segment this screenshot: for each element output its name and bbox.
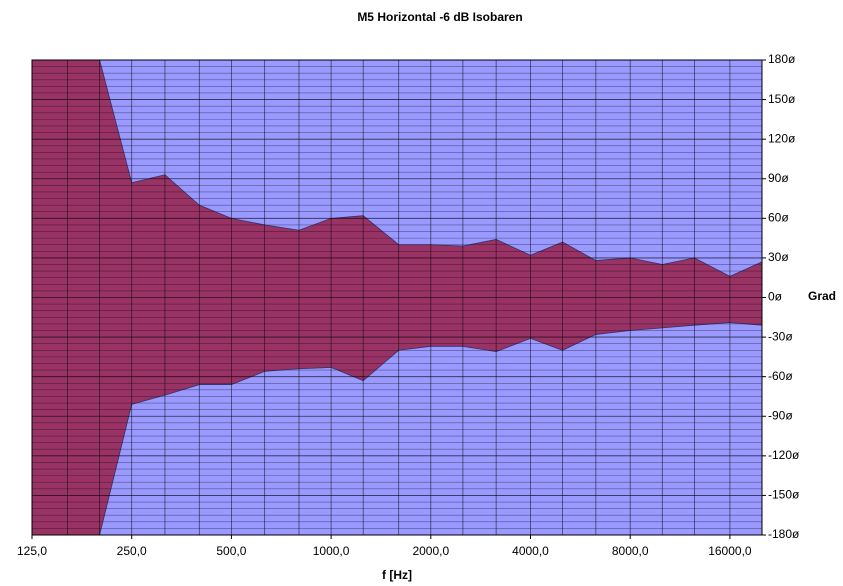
x-tick-label: 250,0 — [117, 544, 147, 558]
y-tick-label: -60ø — [768, 369, 793, 383]
x-tick-label: 16000,0 — [708, 544, 752, 558]
chart-title: M5 Horizontal -6 dB Isobaren — [357, 10, 522, 24]
y-tick-label: 120ø — [768, 131, 796, 145]
x-tick-label: 2000,0 — [412, 544, 449, 558]
y-tick-label: -180ø — [768, 527, 800, 541]
x-tick-label: 125,0 — [17, 544, 47, 558]
y-tick-label: 180ø — [768, 52, 796, 66]
x-tick-label: 1000,0 — [313, 544, 350, 558]
x-tick-label: 500,0 — [216, 544, 246, 558]
y-tick-label: 90ø — [768, 171, 789, 185]
y-tick-label: -120ø — [768, 448, 800, 462]
y-tick-label: 0ø — [768, 290, 783, 304]
x-tick-label: 8000,0 — [612, 544, 649, 558]
y-axis-label: Grad — [808, 289, 836, 303]
y-tick-label: 60ø — [768, 211, 789, 225]
x-axis-label: f [Hz] — [382, 568, 412, 582]
plot-frame — [31, 59, 763, 536]
y-tick-label: 150ø — [768, 92, 796, 106]
y-tick-label: -90ø — [768, 408, 793, 422]
y-tick-label: -30ø — [768, 329, 793, 343]
y-tick-label: -150ø — [768, 488, 800, 502]
x-tick-label: 4000,0 — [512, 544, 549, 558]
y-tick-label: 30ø — [768, 250, 789, 264]
